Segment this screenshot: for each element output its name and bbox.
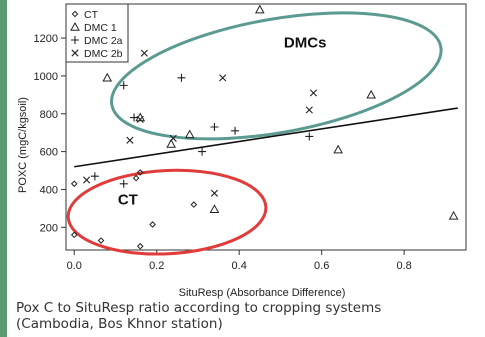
point-dmc-1-8 — [448, 210, 459, 220]
x-tick-label-4: 0.8 — [396, 260, 411, 272]
point-dmc-2a-8 — [305, 132, 314, 141]
point-ct-2 — [97, 237, 105, 244]
point-ct-4 — [136, 169, 144, 176]
point-ct-5 — [136, 242, 144, 250]
x-axis-label: SituResp (Absorbance Difference) — [179, 287, 346, 299]
point-dmc-2b-8 — [309, 89, 318, 97]
point-dmc-2b-4 — [169, 134, 177, 142]
data-points — [70, 4, 459, 250]
legend-label-2: DMC 2a — [84, 35, 123, 47]
point-dmc-2a-2 — [119, 81, 128, 90]
point-dmc-2a-7 — [231, 126, 240, 135]
ellipse-ct — [66, 168, 268, 256]
point-dmc-2b-2 — [136, 115, 144, 124]
annotations: DMCs CT — [118, 35, 327, 209]
x-tick-label-3: 0.6 — [314, 260, 329, 272]
y-tick-label-3: 800 — [40, 109, 58, 121]
trend-line — [74, 107, 458, 168]
point-ct-1 — [70, 231, 78, 239]
y-tick-label-2: 600 — [40, 147, 58, 159]
y-tick-label-0: 200 — [40, 222, 58, 234]
point-dmc-2b-0 — [83, 176, 91, 184]
chart-axes: 0.0 0.2 0.4 0.6 0.8 200 400 600 800 1000 1200 — [34, 3, 467, 272]
point-ct-6 — [149, 221, 156, 228]
point-dmc-1-4 — [209, 204, 220, 214]
point-dmc-2a-0 — [90, 172, 99, 181]
annotation-dmcs: DMCs — [284, 35, 327, 52]
point-dmc-1-7 — [366, 89, 377, 99]
x-tick-label-1: 0.2 — [149, 260, 164, 272]
scatter-chart: 0.0 0.2 0.4 0.6 0.8 200 400 600 800 1000 1200 DMCs… — [17, 3, 467, 299]
group-ellipses — [66, 11, 443, 256]
side-accent-bar — [0, 0, 7, 337]
point-dmc-2b-5 — [210, 189, 219, 197]
x-tick-label-2: 0.4 — [232, 260, 247, 272]
point-ct-0 — [70, 180, 78, 188]
point-dmc-2a-5 — [198, 147, 207, 156]
y-tick-label-1: 400 — [40, 184, 58, 196]
y-tick-label-4: 1000 — [34, 71, 58, 83]
point-dmc-1-0 — [102, 72, 113, 82]
point-dmc-2b-3 — [140, 49, 148, 57]
legend-marker-2 — [71, 36, 79, 44]
point-dmc-1-5 — [254, 4, 265, 14]
annotation-ct: CT — [118, 192, 138, 209]
point-dmc-2a-1 — [119, 179, 128, 188]
legend-marker-0 — [71, 10, 79, 18]
plot-frame — [65, 3, 467, 251]
legend-marker-3 — [71, 49, 79, 57]
point-dmc-2a-3 — [130, 113, 139, 122]
caption-line-2: (Cambodia, Bos Khnor station) — [16, 316, 223, 332]
point-dmc-1-2 — [166, 139, 177, 148]
point-ct-7 — [190, 201, 198, 208]
x-tick-label-0: 0.0 — [67, 260, 82, 272]
legend-marker-1 — [70, 21, 80, 31]
point-dmc-1-3 — [184, 129, 195, 139]
legend-label-3: DMC 2b — [84, 48, 123, 60]
figure-caption: Pox C to SituResp ratio according to cro… — [16, 300, 481, 332]
legend-label-0: CT — [84, 9, 99, 21]
point-dmc-2a-4 — [177, 73, 186, 82]
point-dmc-2b-7 — [305, 106, 313, 114]
point-dmc-2b-6 — [219, 74, 227, 82]
point-ct-3 — [132, 174, 140, 182]
point-dmc-1-6 — [333, 144, 344, 154]
trend-line-group — [74, 107, 458, 168]
point-dmc-2a-6 — [210, 123, 219, 131]
point-dmc-2b-1 — [126, 136, 134, 144]
y-tick-label-5: 1200 — [34, 33, 58, 45]
caption-line-1: Pox C to SituResp ratio according to cro… — [16, 300, 382, 316]
y-axis-label: POXC (mgC/kgsoil) — [17, 97, 29, 193]
legend-label-1: DMC 1 — [84, 22, 117, 34]
ellipse-dmcs — [110, 11, 443, 141]
